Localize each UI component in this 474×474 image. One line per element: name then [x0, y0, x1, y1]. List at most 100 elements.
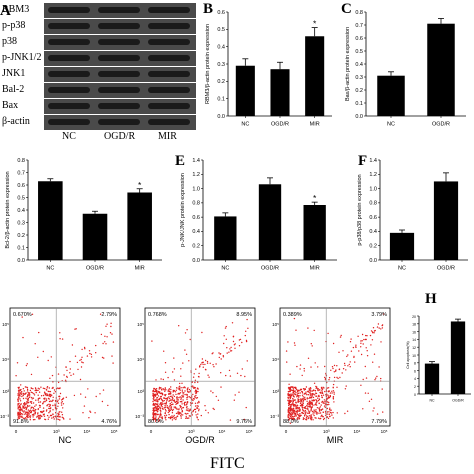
facs-event-dot — [164, 415, 166, 417]
facs-event-dot — [370, 398, 373, 400]
facs-event-dot — [29, 417, 31, 419]
facs-event-dot — [300, 388, 303, 391]
quadrant-ul: 0.670% — [13, 312, 32, 318]
blot-strip — [44, 35, 196, 50]
facs-event-dot — [220, 372, 222, 374]
blot-band — [98, 39, 140, 46]
facs-event-dot — [287, 399, 289, 402]
facs-event-dot — [326, 416, 329, 418]
facs-event-dot — [43, 401, 45, 403]
facs-event-dot — [102, 342, 104, 345]
blot-strip — [44, 99, 196, 114]
facs-event-dot — [50, 400, 52, 402]
facs-event-dot — [51, 400, 53, 403]
facs-event-dot — [29, 389, 32, 392]
facs-event-dot — [303, 370, 305, 372]
facs-event-dot — [344, 412, 346, 415]
facs-event-dot — [49, 393, 52, 396]
facs-event-dot — [288, 383, 290, 385]
facs-event-dot — [169, 403, 171, 405]
facs-event-dot — [365, 347, 367, 349]
facs-event-dot — [29, 419, 31, 421]
facs-event-dot — [152, 400, 154, 403]
facs-event-dot — [291, 413, 294, 415]
facs-event-dot — [291, 416, 293, 418]
facs-event-dot — [72, 373, 75, 375]
facs-event-dot — [329, 392, 332, 394]
facs-event-dot — [315, 392, 317, 394]
facs-event-dot — [307, 415, 309, 418]
facs-event-dot — [299, 414, 301, 416]
y-axis-label: Cell apoptosis(%) — [406, 341, 410, 368]
facs-event-dot — [185, 407, 188, 409]
x-tick-label: MIR — [135, 266, 145, 272]
facs-y-tick-label: 10⁴ — [272, 357, 279, 362]
facs-event-dot — [329, 407, 331, 409]
facs-event-dot — [173, 379, 176, 381]
facs-event-dot — [328, 409, 331, 411]
facs-plot: 0.768% 8.95% 80.5% 9.76% 10⁵ 10⁴ 10³ 10⁻³ 0 10³ 10… — [135, 307, 256, 445]
facs-event-dot — [196, 407, 199, 409]
facs-event-dot — [371, 339, 374, 341]
blot-condition-label: MIR — [158, 131, 177, 142]
blot-row-label: RBM3 — [2, 4, 30, 15]
facs-event-dot — [81, 361, 83, 363]
facs-event-dot — [83, 346, 86, 349]
blot-band — [48, 39, 90, 46]
facs-event-dot — [299, 410, 301, 412]
facs-event-dot — [188, 417, 190, 419]
facs-event-dot — [189, 391, 191, 393]
facs-event-dot — [323, 417, 326, 420]
facs-event-dot — [167, 389, 170, 391]
facs-event-dot — [295, 415, 298, 417]
facs-event-dot — [156, 397, 158, 399]
facs-event-dot — [186, 389, 189, 391]
facs-event-dot — [22, 405, 24, 407]
y-tick-label: 0.5 — [217, 27, 225, 33]
facs-event-dot — [38, 331, 40, 334]
bar — [389, 232, 415, 260]
facs-event-dot — [370, 344, 372, 346]
facs-event-dot — [320, 394, 323, 397]
facs-event-dot — [80, 358, 82, 361]
facs-y-tick-label: 10³ — [2, 389, 9, 394]
facs-event-dot — [366, 355, 369, 357]
facs-event-dot — [42, 350, 44, 353]
facs-event-dot — [300, 399, 303, 402]
facs-event-dot — [307, 357, 310, 359]
facs-event-dot — [81, 348, 83, 351]
facs-event-dot — [198, 372, 200, 375]
facs-event-dot — [302, 400, 305, 402]
facs-event-dot — [290, 393, 292, 395]
facs-event-dot — [287, 416, 290, 418]
facs-event-dot — [302, 388, 305, 390]
facs-event-dot — [158, 416, 161, 418]
blot-band — [148, 103, 190, 110]
bar — [270, 69, 290, 116]
facs-event-dot — [195, 368, 197, 370]
y-tick-label: 1.4 — [369, 158, 377, 164]
facs-x-tick-label: 10³ — [53, 429, 60, 434]
facs-event-dot — [316, 412, 318, 414]
facs-event-dot — [233, 399, 235, 401]
facs-event-dot — [292, 418, 294, 420]
facs-event-dot — [347, 354, 349, 356]
facs-event-dot — [21, 416, 23, 419]
facs-event-dot — [297, 413, 299, 416]
facs-event-dot — [331, 392, 333, 394]
facs-event-dot — [157, 408, 159, 411]
y-tick-label: 0.6 — [17, 183, 25, 189]
facs-event-dot — [57, 402, 60, 404]
facs-event-dot — [314, 362, 316, 364]
facs-event-dot — [338, 368, 340, 371]
facs-event-dot — [106, 323, 108, 325]
facs-event-dot — [37, 399, 39, 401]
facs-event-dot — [178, 325, 180, 327]
facs-x-tick-label: 10⁴ — [84, 429, 91, 434]
facs-event-dot — [288, 412, 290, 415]
facs-event-dot — [157, 403, 159, 405]
facs-event-dot — [197, 381, 199, 383]
bar — [305, 36, 325, 117]
facs-event-dot — [22, 394, 24, 397]
facs-event-dot — [26, 390, 29, 392]
